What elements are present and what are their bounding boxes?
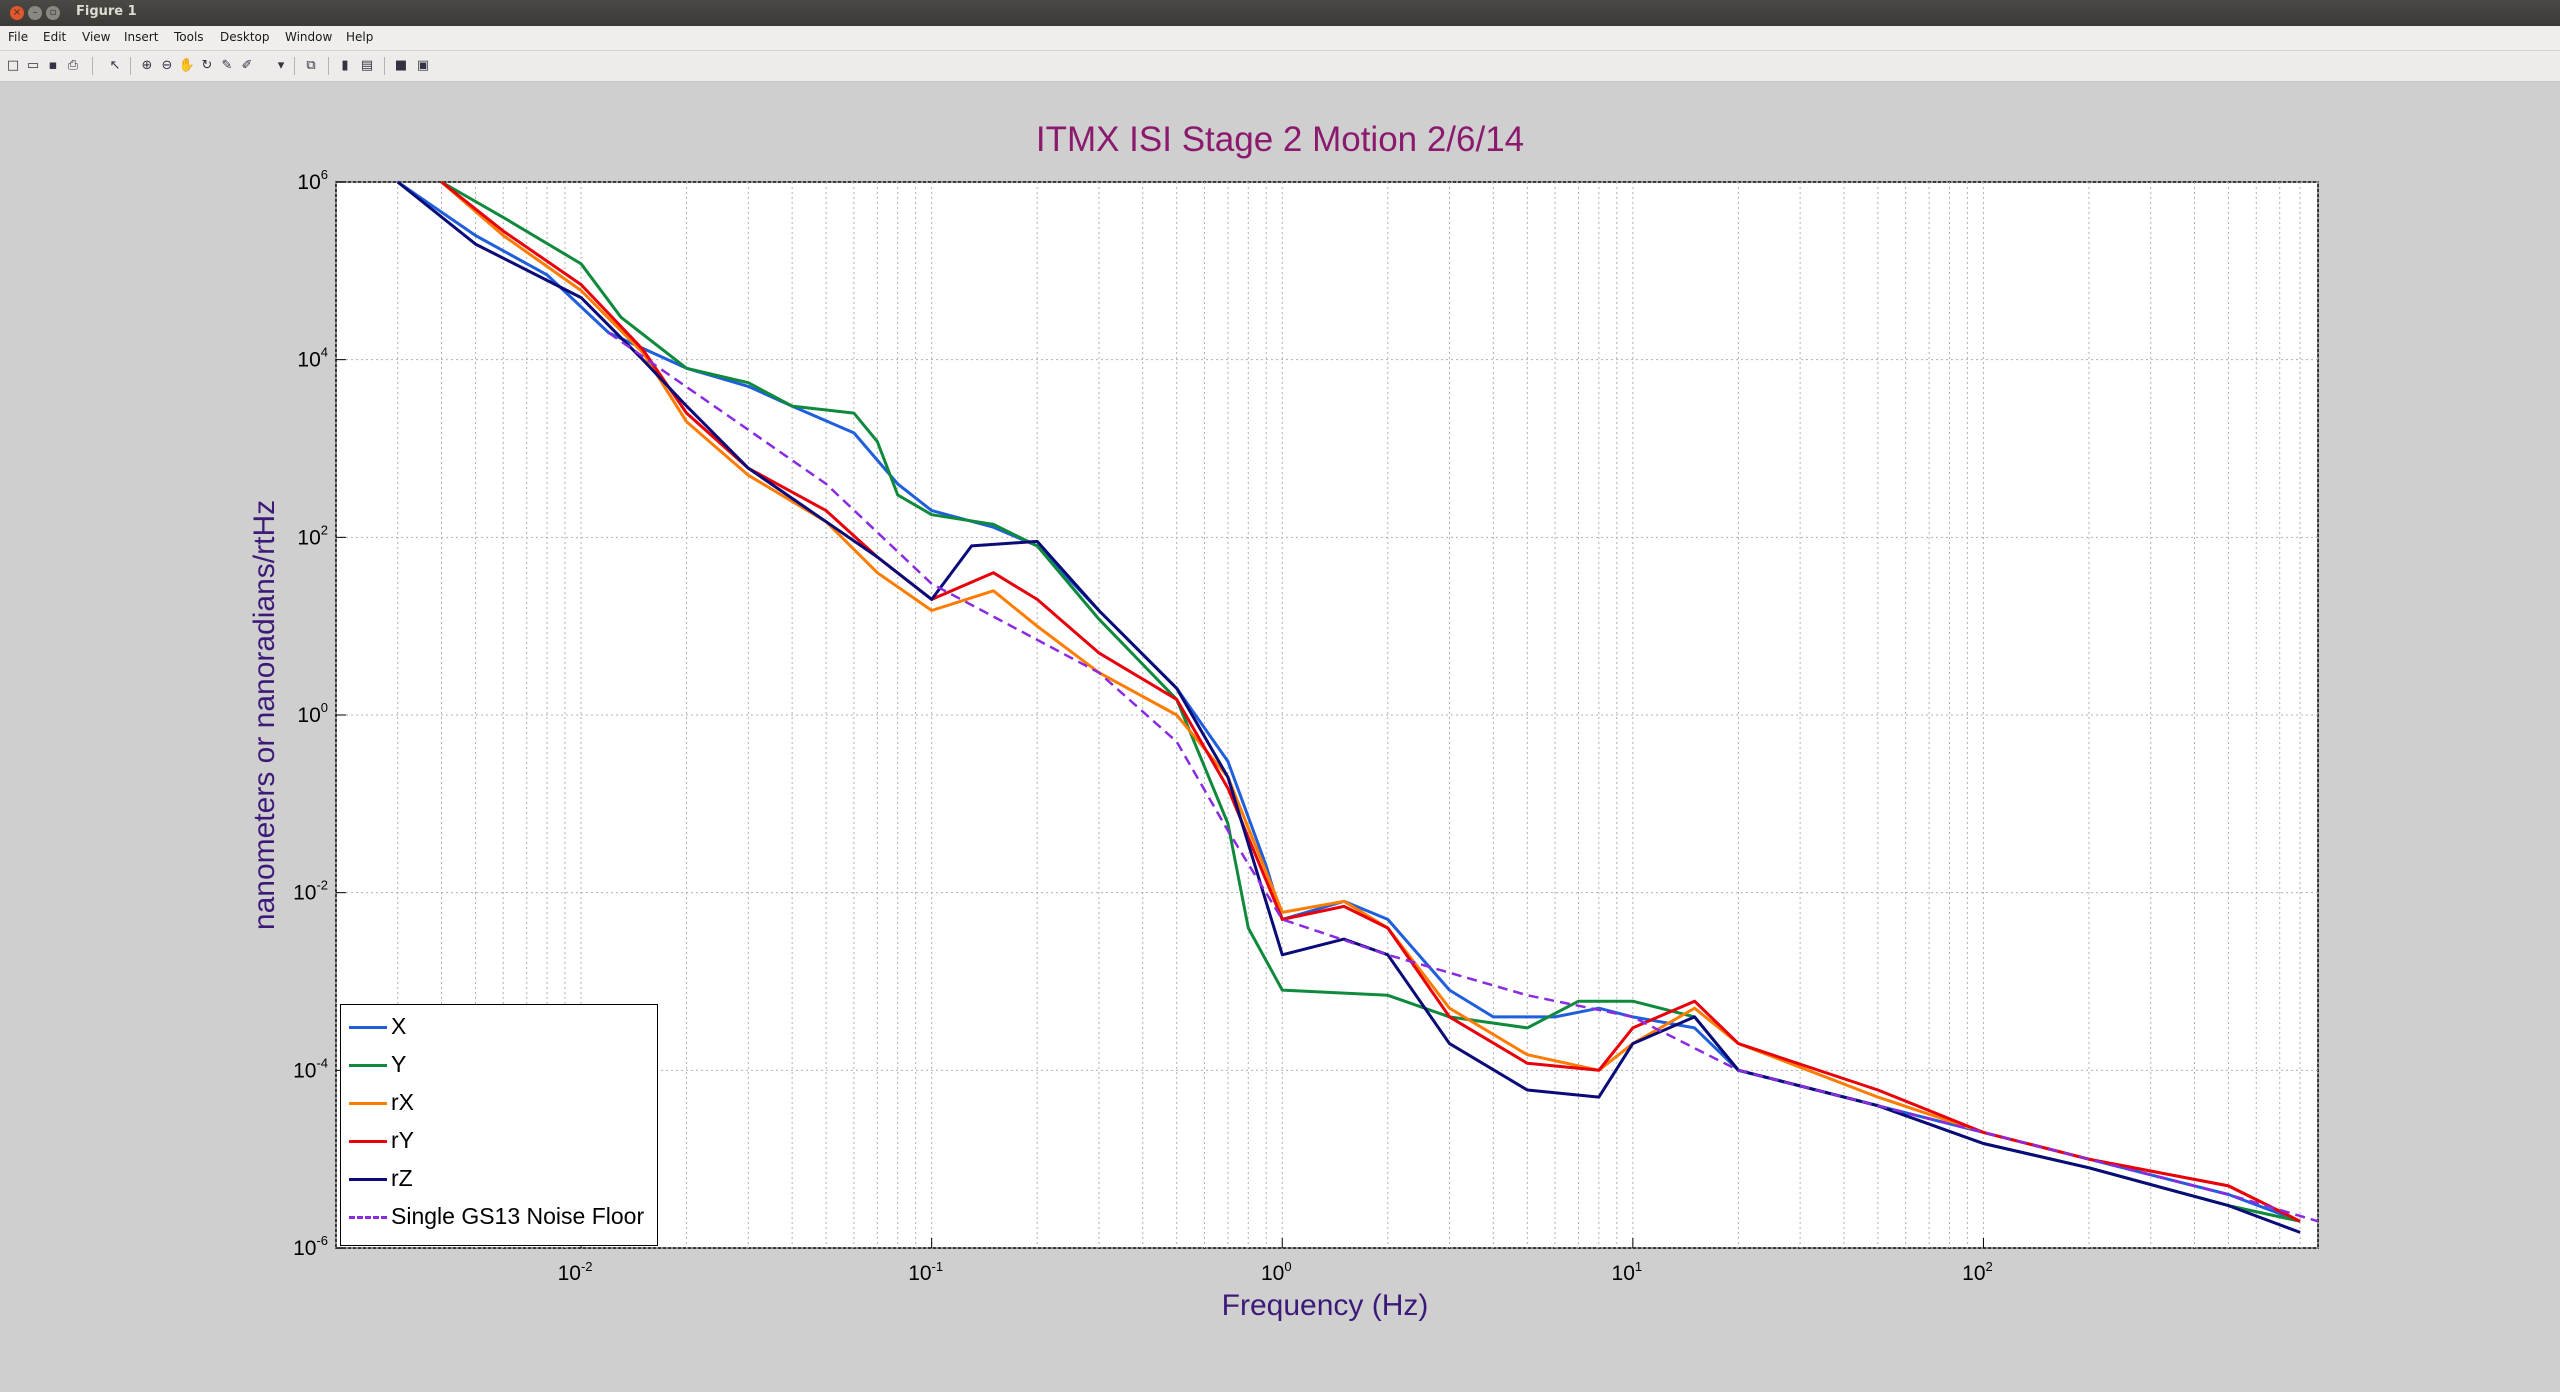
series-line-ry — [440, 180, 2301, 1223]
pan-hand-icon[interactable]: ✋ — [178, 58, 196, 73]
y-tick-label: 102 — [297, 522, 328, 549]
minimize-window-button[interactable]: – — [28, 6, 42, 20]
legend-entry-y: Y — [341, 1047, 657, 1083]
menu-insert[interactable]: Insert — [124, 30, 159, 44]
menu-view[interactable]: View — [82, 30, 111, 44]
legend-entry-rz: rZ — [341, 1161, 657, 1197]
rotate-3d-icon[interactable]: ↻ — [201, 58, 213, 73]
zoom-in-icon[interactable]: ⊕ — [141, 58, 153, 73]
x-tick-label: 100 — [1261, 1259, 1292, 1285]
series-layer — [396, 180, 2319, 1234]
legend-entry-ry: rY — [341, 1123, 657, 1159]
maximize-window-button[interactable]: ▫ — [46, 6, 60, 20]
y-tick-label: 10-4 — [293, 1055, 328, 1082]
legend-line-rz — [349, 1178, 387, 1181]
legend-line-noise-floor — [349, 1216, 387, 1219]
legend-label-y: Y — [391, 1051, 407, 1077]
data-cursor-icon[interactable]: ✎ — [221, 58, 233, 73]
new-figure-icon[interactable]: □ — [6, 58, 20, 73]
y-axis-label: nanometers or nanoradians/rtHz — [248, 500, 281, 930]
menu-edit[interactable]: Edit — [43, 30, 67, 44]
legend[interactable]: X Y rX rY rZ Single GS13 Noise Floor — [340, 1004, 658, 1246]
x-tick-label: 102 — [1962, 1259, 1993, 1285]
toolbar: □ ▭ ▪ ⎙ ↖ ⊕ ⊖ ✋ ↻ ✎ ✐ ▾ ⧉ ▮ ▤ ■ ▣ — [0, 51, 2560, 82]
grid-lines — [335, 181, 2319, 1249]
close-window-button[interactable]: × — [10, 6, 24, 20]
series-line-single-gs13-noise-floor — [608, 331, 2319, 1223]
y-tick-label: 100 — [297, 700, 328, 727]
legend-entry-x: X — [341, 1009, 657, 1045]
hide-plot-tools-icon[interactable]: ■ — [394, 58, 408, 73]
menu-tools[interactable]: Tools — [174, 30, 204, 44]
brush-dropdown-icon[interactable]: ▾ — [277, 58, 285, 73]
y-tick-label: 104 — [297, 345, 328, 372]
window-titlebar: × – ▫ Figure 1 — [0, 0, 2560, 26]
chart-title: ITMX ISI Stage 2 Motion 2/6/14 — [1035, 120, 1525, 159]
menu-window[interactable]: Window — [285, 30, 333, 44]
x-tick-label: 101 — [1612, 1259, 1643, 1285]
menu-help[interactable]: Help — [346, 30, 374, 44]
legend-entry-noise-floor: Single GS13 Noise Floor — [341, 1199, 657, 1235]
menu-file[interactable]: File — [8, 30, 29, 44]
brush-icon[interactable]: ✐ — [241, 58, 253, 73]
tick-labels: 10-2 10-1 100 101 102 106 104 102 100 10-2 10-4 10-… — [293, 167, 1993, 1285]
open-file-icon[interactable]: ▭ — [26, 58, 40, 73]
save-icon[interactable]: ▪ — [48, 58, 58, 73]
y-tick-label: 10-2 — [293, 878, 328, 905]
legend-label-rz: rZ — [391, 1165, 413, 1191]
menubar: File Edit View Insert Tools Desktop Wind… — [0, 26, 2560, 51]
show-plot-tools-icon[interactable]: ▣ — [416, 58, 430, 73]
legend-icon[interactable]: ▤ — [360, 58, 374, 73]
print-icon[interactable]: ⎙ — [67, 58, 79, 73]
legend-label-ry: rY — [391, 1127, 414, 1153]
x-tick-label: 10-2 — [558, 1259, 593, 1285]
legend-line-y — [349, 1064, 387, 1067]
legend-line-rx — [349, 1102, 387, 1105]
legend-label-rx: rX — [391, 1089, 414, 1115]
legend-label-noise-floor: Single GS13 Noise Floor — [391, 1203, 645, 1229]
zoom-out-icon[interactable]: ⊖ — [161, 58, 173, 73]
menu-desktop[interactable]: Desktop — [220, 30, 270, 44]
x-tick-label: 10-1 — [908, 1259, 943, 1285]
y-tick-label: 10-6 — [293, 1233, 328, 1260]
y-tick-label: 106 — [297, 167, 328, 194]
pointer-icon[interactable]: ↖ — [109, 58, 121, 73]
link-plot-icon[interactable]: ⧉ — [306, 58, 316, 73]
series-line-rx — [440, 180, 2301, 1223]
legend-label-x: X — [391, 1013, 407, 1039]
window-title: Figure 1 — [76, 4, 137, 19]
colorbar-icon[interactable]: ▮ — [341, 58, 349, 73]
x-axis-label: Frequency (Hz) — [1222, 1289, 1429, 1322]
legend-entry-rx: rX — [341, 1085, 657, 1121]
legend-line-x — [349, 1026, 387, 1029]
legend-line-ry — [349, 1140, 387, 1143]
